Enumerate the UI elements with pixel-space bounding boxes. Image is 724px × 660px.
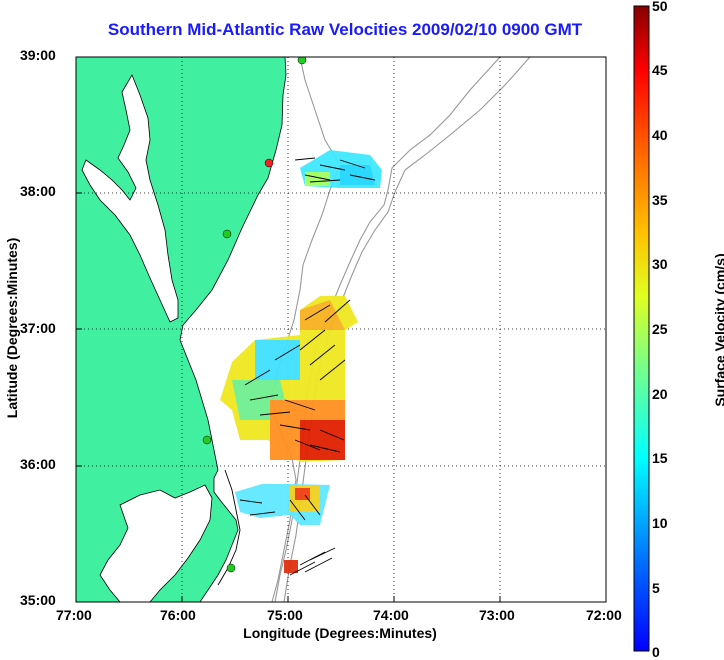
x-axis-label: Longitude (Degrees:Minutes) (243, 625, 437, 641)
cb-tick-15: 15 (652, 450, 668, 466)
chart-title: Southern Mid-Atlantic Raw Velocities 200… (107, 20, 583, 39)
lon-tick-74: 74:00 (373, 607, 409, 623)
cb-tick-0: 0 (652, 644, 660, 660)
lon-tick-75: 75:00 (267, 607, 303, 623)
lon-tick-76: 76:00 (160, 607, 196, 623)
pamlico-sound (99, 484, 213, 602)
lon-tick-73: 73:00 (479, 607, 515, 623)
lon-tick-72: 72:00 (586, 607, 622, 623)
lat-tick-36: 36:00 (20, 456, 56, 472)
cb-tick-45: 45 (652, 62, 668, 78)
cb-tick-50: 50 (652, 0, 668, 14)
cb-tick-10: 10 (652, 515, 668, 531)
lat-tick-35: 35:00 (20, 592, 56, 608)
lat-tick-39: 39:00 (20, 47, 56, 63)
lat-tick-37: 37:00 (20, 320, 56, 336)
cb-tick-25: 25 (652, 321, 668, 337)
lat-tick-38: 38:00 (20, 183, 56, 199)
axis-ticks (75, 56, 607, 602)
station-marker (297, 57, 307, 65)
lon-tick-77: 77:00 (56, 607, 92, 623)
cb-tick-30: 30 (652, 256, 668, 272)
hf-radar-stations (202, 57, 307, 573)
station-marker (202, 435, 212, 445)
cb-tick-40: 40 (652, 127, 668, 143)
station-marker (226, 563, 236, 573)
chesapeake-bay (81, 74, 179, 323)
velocity-arrows (239, 157, 376, 576)
colorbar-gradient (633, 5, 650, 652)
cb-tick-20: 20 (652, 386, 668, 402)
station-marker (222, 229, 232, 239)
station-marker (264, 158, 274, 168)
velocity-patch-central (220, 296, 358, 462)
cb-tick-35: 35 (652, 192, 668, 208)
cb-tick-5: 5 (652, 580, 660, 596)
